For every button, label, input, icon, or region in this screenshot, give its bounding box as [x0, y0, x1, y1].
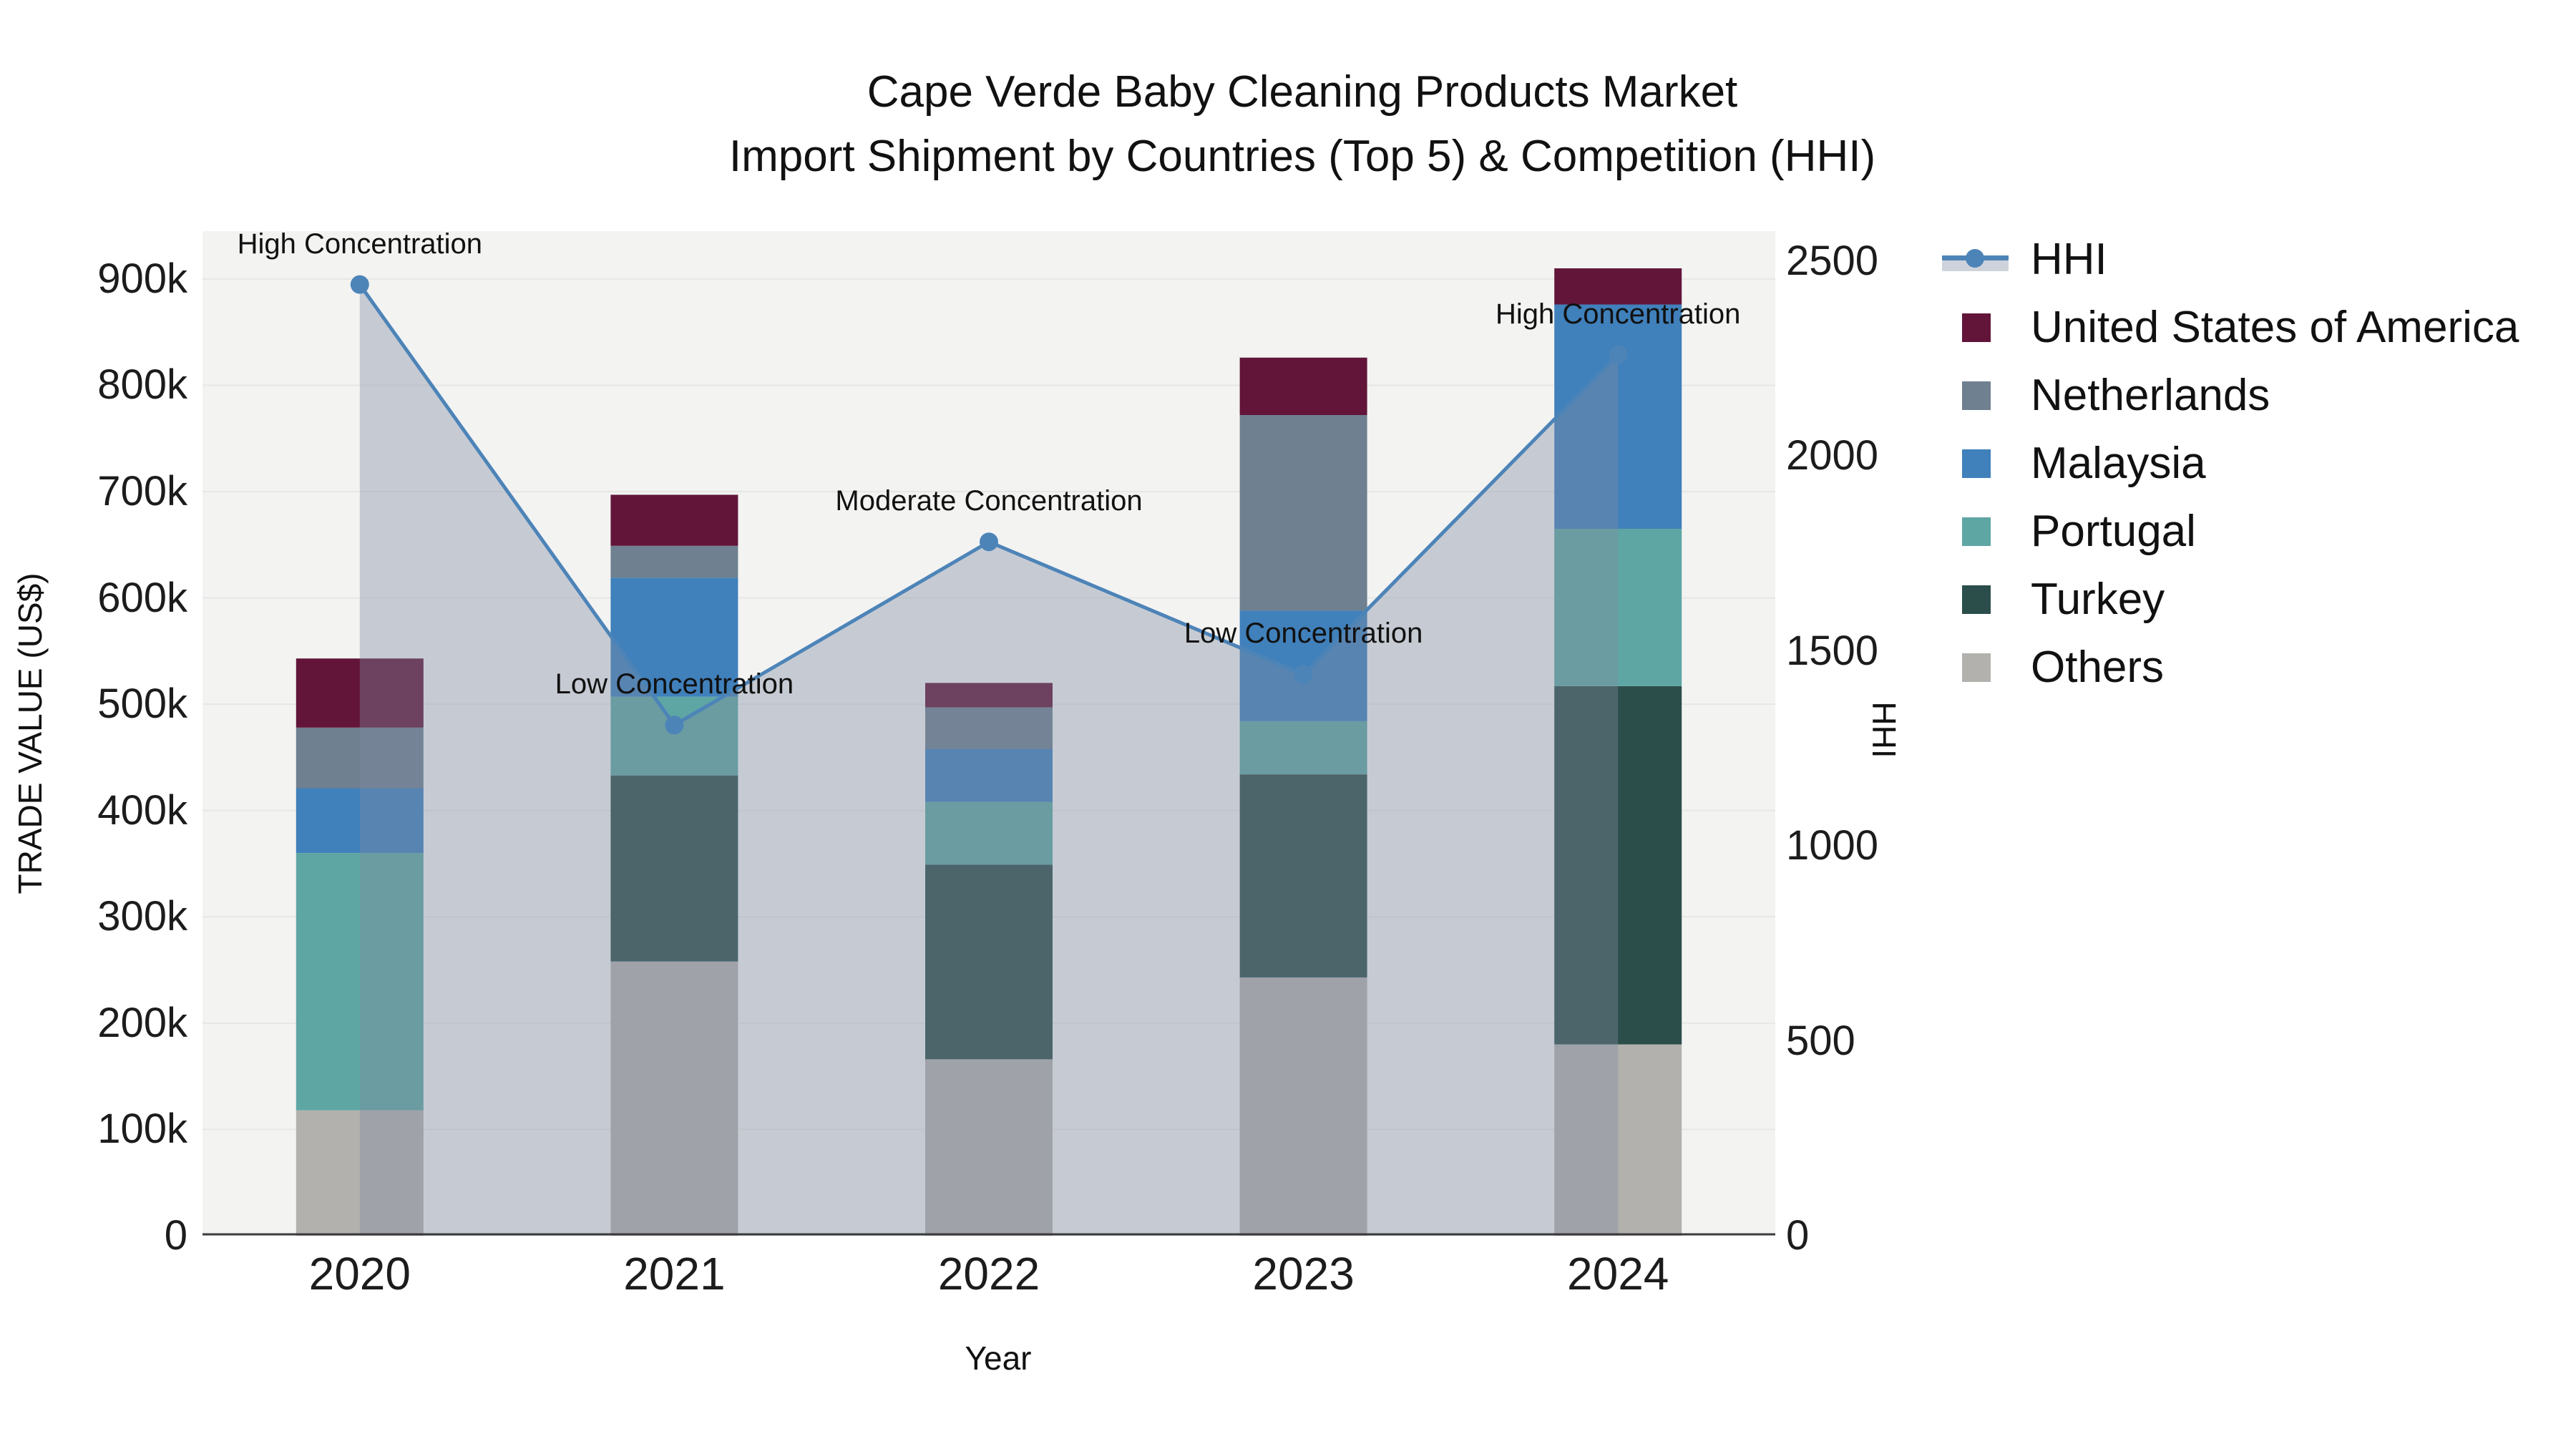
legend-item-portugal[interactable]: Portugal	[1942, 497, 2519, 565]
bar-segment-2021-turkey	[610, 775, 738, 962]
annotation-2023: Low Concentration	[1184, 618, 1423, 650]
x-tick-2020: 2020	[308, 1248, 411, 1299]
x-tick-2024: 2024	[1567, 1248, 1669, 1299]
annotation-2024: High Concentration	[1495, 298, 1741, 330]
legend-label: Netherlands	[2031, 370, 2270, 420]
y-right-tick-500: 500	[1786, 1017, 1855, 1064]
hhi-marker-2023	[1294, 665, 1313, 684]
y-left-tick-800k: 800k	[97, 361, 187, 409]
y-left-tick-0: 0	[164, 1212, 187, 1259]
bar-segment-2022-portugal	[925, 801, 1053, 865]
legend-swatch-icon	[1942, 448, 2022, 479]
legend-color-swatch	[1962, 585, 1991, 614]
legend-label: Turkey	[2031, 574, 2165, 624]
bar-segment-2023-portugal	[1239, 721, 1367, 775]
chart-svg	[203, 231, 1775, 1236]
y-right-tick-1500: 1500	[1786, 627, 1879, 674]
legend-item-turkey[interactable]: Turkey	[1942, 565, 2519, 633]
legend: HHI United States of America Netherlands Ma…	[1942, 225, 2519, 701]
bar-segment-2020-malaysia	[296, 788, 424, 854]
annotation-2020: High Concentration	[237, 228, 483, 260]
hhi-area-fill	[359, 284, 1619, 1236]
bar-segment-2022-netherlands	[925, 707, 1053, 749]
chart-title-line2: Import Shipment by Countries (Top 5) & C…	[728, 132, 1876, 181]
bar-segment-2021-portugal	[610, 696, 738, 776]
bar-segment-2020-netherlands	[296, 727, 424, 789]
legend-color-swatch	[1962, 517, 1991, 546]
legend-item-others[interactable]: Others	[1942, 633, 2519, 701]
x-tick-2021: 2021	[623, 1248, 726, 1299]
y-left-tick-600k: 600k	[97, 574, 187, 621]
legend-line-sample-icon	[1942, 244, 2022, 275]
y-left-tick-300k: 300k	[97, 893, 187, 940]
legend-hhi-line-icon	[1942, 244, 2009, 275]
bar-segment-2020-others	[296, 1110, 424, 1236]
bar-segment-2023-united-states-of-america	[1239, 357, 1367, 416]
legend-label: United States of America	[2031, 302, 2519, 352]
hhi-marker-2022	[980, 532, 998, 552]
bar-segment-2021-united-states-of-america	[610, 494, 738, 546]
legend-color-swatch	[1962, 449, 1991, 478]
legend-hhi-symbol-part	[1966, 248, 1984, 268]
legend-color-swatch	[1962, 653, 1991, 682]
y-right-tick-0: 0	[1786, 1212, 1810, 1259]
bar-segment-2020-portugal	[296, 853, 424, 1111]
bar-segment-2021-malaysia	[610, 577, 738, 697]
bar-segment-2023-others	[1239, 977, 1367, 1236]
bar-segment-2024-malaysia	[1554, 304, 1682, 529]
bar-segment-2024-portugal	[1554, 529, 1682, 686]
y-right-tick-2500: 2500	[1786, 237, 1879, 284]
legend-swatch-icon	[1942, 380, 2022, 411]
legend-color-swatch	[1962, 313, 1991, 342]
bar-segment-2021-others	[610, 961, 738, 1236]
bar-segment-2024-others	[1554, 1044, 1682, 1236]
legend-item-united-states-of-america[interactable]: United States of America	[1942, 293, 2519, 361]
bar-segment-2022-turkey	[925, 864, 1053, 1060]
bar-segment-2022-united-states-of-america	[925, 683, 1053, 708]
plot-area	[203, 231, 1775, 1236]
legend-item-hhi[interactable]: HHI	[1942, 225, 2519, 293]
y-left-tick-100k: 100k	[97, 1106, 187, 1153]
legend-swatch-icon	[1942, 516, 2022, 547]
y-left-tick-400k: 400k	[97, 786, 187, 834]
y-right-tick-2000: 2000	[1786, 432, 1879, 479]
x-tick-2022: 2022	[937, 1248, 1040, 1299]
right-axis-title: HHI	[1865, 701, 1903, 758]
x-axis-title: Year	[965, 1340, 1032, 1377]
bar-segment-2022-others	[925, 1059, 1053, 1236]
y-right-tick-1000: 1000	[1786, 822, 1879, 869]
annotation-2021: Low Concentration	[555, 668, 794, 701]
legend-label: HHI	[2031, 234, 2107, 284]
hhi-marker-2020	[350, 275, 369, 294]
legend-swatch-icon	[1942, 652, 2022, 683]
bar-segment-2024-turkey	[1554, 686, 1682, 1045]
legend-label: Malaysia	[2031, 438, 2206, 488]
bar-segment-2023-netherlands	[1239, 415, 1367, 611]
legend-swatch-icon	[1942, 584, 2022, 615]
bar-segment-2024-united-states-of-america	[1554, 268, 1682, 305]
x-tick-2023: 2023	[1252, 1248, 1355, 1299]
legend-item-netherlands[interactable]: Netherlands	[1942, 361, 2519, 429]
y-left-tick-700k: 700k	[97, 468, 187, 514]
legend-color-swatch	[1962, 381, 1991, 410]
bar-segment-2023-turkey	[1239, 774, 1367, 977]
bar-segment-2021-netherlands	[610, 545, 738, 578]
y-left-tick-200k: 200k	[97, 999, 187, 1046]
hhi-marker-2021	[665, 716, 684, 735]
chart-title: Cape Verde Baby Cleaning Products Market…	[0, 60, 2576, 189]
bar-segment-2022-malaysia	[925, 748, 1053, 802]
legend-label: Portugal	[2031, 506, 2196, 556]
hhi-marker-2024	[1609, 345, 1628, 364]
annotation-2022: Moderate Concentration	[835, 485, 1143, 517]
legend-item-malaysia[interactable]: Malaysia	[1942, 429, 2519, 497]
left-axis-title: TRADE VALUE (US$)	[11, 572, 49, 894]
legend-swatch-icon	[1942, 312, 2022, 343]
y-left-tick-500k: 500k	[97, 680, 187, 728]
legend-label: Others	[2031, 642, 2165, 692]
bar-segment-2020-united-states-of-america	[296, 658, 424, 728]
y-left-tick-900k: 900k	[97, 255, 187, 302]
chart-title-line1: Cape Verde Baby Cleaning Products Market	[867, 67, 1738, 117]
